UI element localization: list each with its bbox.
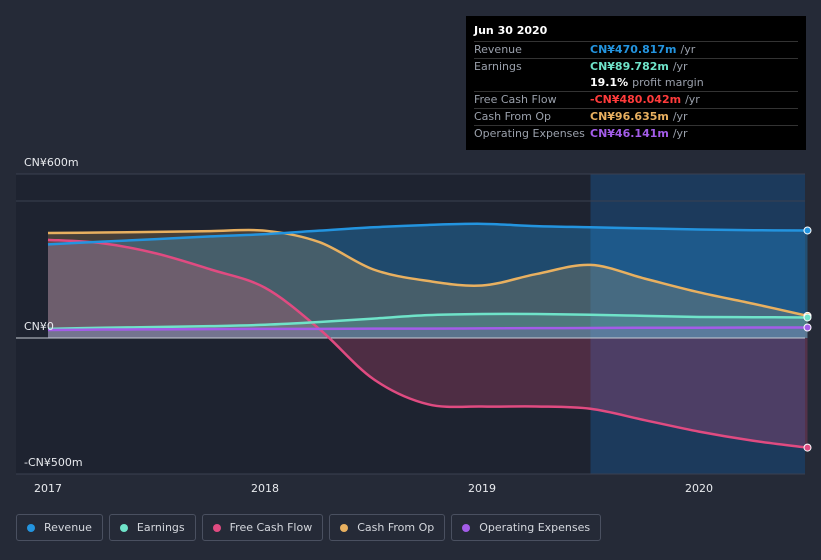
tooltip-row: 19.1% profit margin xyxy=(474,75,798,91)
tooltip-value: CN¥470.817m xyxy=(590,43,677,56)
series-end-markers xyxy=(803,226,812,452)
tooltip-suffix: /yr xyxy=(685,93,700,106)
y-tick-label: CN¥0 xyxy=(24,320,54,333)
legend-opex[interactable]: Operating Expenses xyxy=(451,514,602,541)
legend-label: Revenue xyxy=(44,521,92,534)
tooltip-label: Revenue xyxy=(474,43,522,56)
x-tick-label: 2017 xyxy=(34,482,62,495)
tooltip-label: Cash From Op xyxy=(474,110,552,123)
tooltip-label: Earnings xyxy=(474,60,522,73)
series-areas xyxy=(48,223,808,448)
marker-opex xyxy=(803,323,812,332)
tooltip-row: Revenue CN¥470.817m/yr xyxy=(474,41,798,58)
tooltip-value: CN¥96.635m xyxy=(590,110,669,123)
legend-revenue[interactable]: Revenue xyxy=(16,514,103,541)
tooltip-value: CN¥46.141m xyxy=(590,127,669,140)
y-tick-label: CN¥600m xyxy=(24,156,79,169)
legend-fcf[interactable]: Free Cash Flow xyxy=(201,514,324,541)
legend-label: Earnings xyxy=(136,521,185,534)
tooltip-suffix: /yr xyxy=(680,43,696,56)
line-earnings xyxy=(47,312,808,331)
tooltip-label xyxy=(474,75,590,91)
y-tick-label: -CN¥500m xyxy=(24,456,83,469)
area-fcf xyxy=(48,239,808,448)
tooltip-value: -CN¥480.042m xyxy=(590,93,682,106)
legend-dot-icon xyxy=(340,523,349,532)
legend-cfo[interactable]: Cash From Op xyxy=(329,514,446,541)
tooltip-suffix: /yr xyxy=(672,127,688,140)
x-tick-label: 2019 xyxy=(468,482,496,495)
area-earnings xyxy=(48,313,808,338)
highlight-region xyxy=(590,174,805,474)
tooltip-rows: Revenue CN¥470.817m/yr Earnings CN¥89.782m /… xyxy=(474,41,798,142)
y-axis-labels: CN¥600m CN¥0 -CN¥500m xyxy=(24,156,83,469)
legend-dot-icon xyxy=(212,523,221,532)
legend: Revenue Earnings Free Cash Flow Cash From O… xyxy=(16,514,602,541)
legend-label: Cash From Op xyxy=(357,521,435,534)
tooltip-value: CN¥89.782m xyxy=(590,60,669,73)
tooltip-suffix: profit margin xyxy=(632,76,704,89)
tooltip: Jun 30 2020 Revenue CN¥470.817m/yr Earning… xyxy=(466,16,806,150)
line-opex xyxy=(47,326,808,332)
marker-earnings xyxy=(803,313,812,322)
chart: CN¥600m CN¥0 -CN¥500m 2017 2018 2019 2020 xyxy=(16,156,812,495)
legend-dot-icon xyxy=(462,523,471,532)
legend-dot-icon xyxy=(119,523,128,532)
series-lines xyxy=(16,222,808,449)
x-tick-label: 2020 xyxy=(685,482,713,495)
line-cfo xyxy=(47,228,808,318)
tooltip-row: Earnings CN¥89.782m/yr xyxy=(474,58,798,75)
x-tick-label: 2018 xyxy=(251,482,279,495)
legend-label: Operating Expenses xyxy=(479,521,591,534)
tooltip-suffix: /yr xyxy=(672,60,688,73)
tooltip-row: Operating Expenses CN¥46.141m/yr xyxy=(474,125,798,142)
line-fcf xyxy=(47,238,808,449)
area-cfo xyxy=(48,229,808,338)
tooltip-label: Free Cash Flow xyxy=(474,93,557,106)
tooltip-value: 19.1% xyxy=(590,76,629,89)
line-revenue xyxy=(47,222,808,246)
tooltip-row: Free Cash Flow -CN¥480.042m/yr xyxy=(474,91,798,108)
legend-earnings[interactable]: Earnings xyxy=(108,514,196,541)
marker-revenue xyxy=(803,226,812,235)
legend-label: Free Cash Flow xyxy=(229,521,313,534)
tooltip-suffix: /yr xyxy=(672,110,688,123)
tooltip-date: Jun 30 2020 xyxy=(474,24,548,37)
x-axis-labels: 2017 2018 2019 2020 xyxy=(34,482,713,495)
tooltip-label: Operating Expenses xyxy=(474,127,585,140)
marker-fcf xyxy=(803,443,812,452)
tooltip-row: Cash From Op CN¥96.635m/yr xyxy=(474,108,798,125)
legend-dot-icon xyxy=(27,523,35,532)
gridlines xyxy=(16,173,805,475)
